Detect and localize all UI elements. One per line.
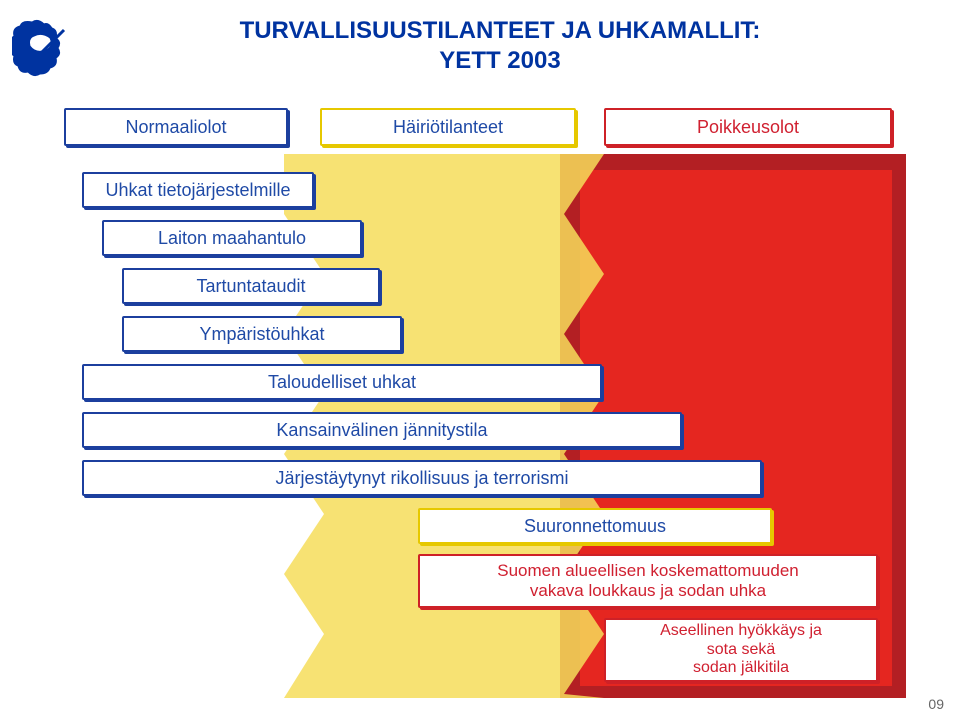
tab-poikkeusolot: Poikkeusolot: [604, 108, 892, 146]
footer-text: 09: [928, 696, 944, 712]
tab-normaaliolot: Normaaliolot: [64, 108, 288, 146]
bar-kansainvalinen: Kansainvälinen jännitystila: [82, 412, 682, 448]
bar-aseellinen: Aseellinen hyökkäys ja sota sekä sodan j…: [604, 618, 878, 682]
bar-tartuntataudit: Tartuntataudit: [122, 268, 380, 304]
bar-uhkat-tieto: Uhkat tietojärjestelmille: [82, 172, 314, 208]
slide: TURVALLISUUSTILANTEET JA UHKAMALLIT: YET…: [0, 0, 960, 720]
bar-laiton: Laiton maahantulo: [102, 220, 362, 256]
header-tabs: Normaaliolot Häiriötilanteet Poikkeusolo…: [64, 108, 892, 148]
bar-suuronnettomuus: Suuronnettomuus: [418, 508, 772, 544]
finnish-lion-logo: [12, 18, 76, 82]
bar-jarj-terrorismi: Järjestäytynyt rikollisuus ja terrorismi: [82, 460, 762, 496]
tab-hairiotilanteet: Häiriötilanteet: [320, 108, 576, 146]
bar-taloudelliset: Taloudelliset uhkat: [82, 364, 602, 400]
bar-ymparisto: Ympäristöuhkat: [122, 316, 402, 352]
bar-alueellinen: Suomen alueellisen koskemattomuuden vaka…: [418, 554, 878, 608]
slide-title: TURVALLISUUSTILANTEET JA UHKAMALLIT: YET…: [80, 16, 920, 76]
